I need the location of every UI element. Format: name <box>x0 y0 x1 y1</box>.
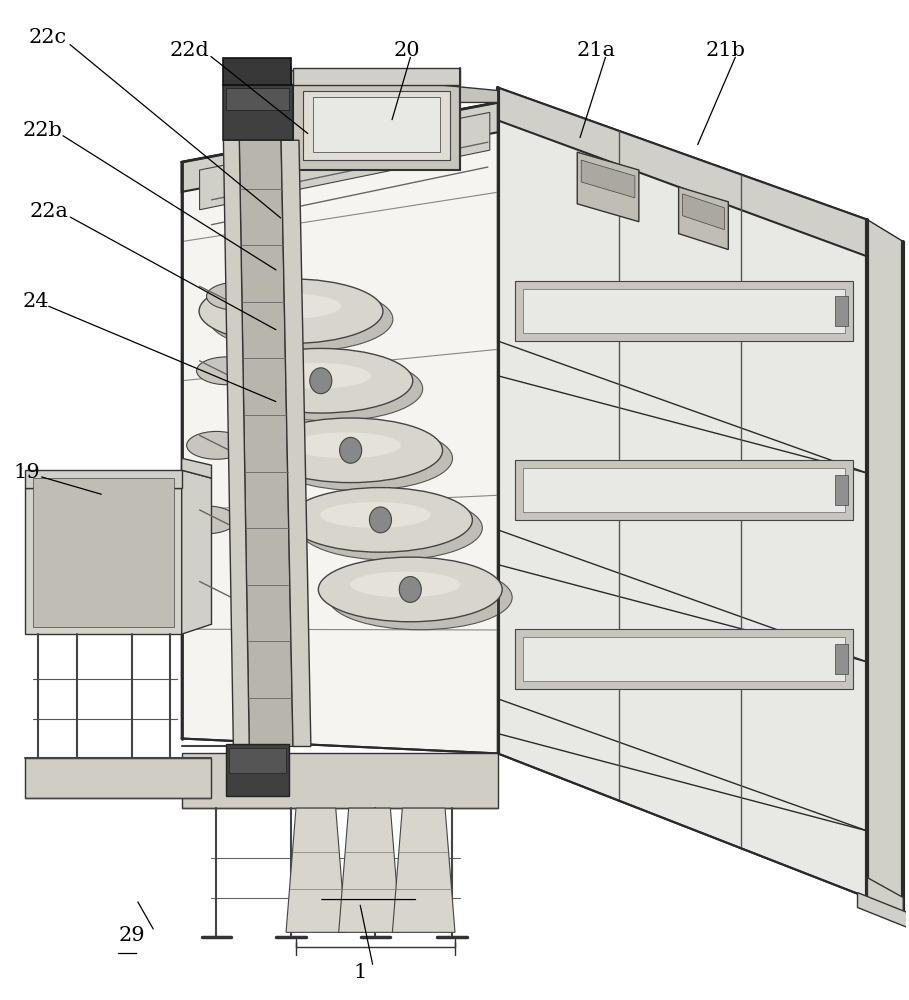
Ellipse shape <box>261 363 371 389</box>
Ellipse shape <box>350 572 461 597</box>
Ellipse shape <box>259 418 443 483</box>
Polygon shape <box>25 758 212 798</box>
Polygon shape <box>224 58 291 85</box>
Polygon shape <box>834 475 847 505</box>
Text: 22b: 22b <box>23 121 63 140</box>
Polygon shape <box>514 629 853 689</box>
Ellipse shape <box>340 437 362 463</box>
Text: 1: 1 <box>354 963 366 982</box>
Polygon shape <box>339 808 400 932</box>
Ellipse shape <box>280 298 302 324</box>
Polygon shape <box>867 878 904 917</box>
Polygon shape <box>291 71 498 102</box>
Polygon shape <box>867 220 904 917</box>
Ellipse shape <box>310 368 332 394</box>
Text: 22d: 22d <box>170 41 210 60</box>
Text: 21a: 21a <box>576 41 615 60</box>
Polygon shape <box>313 97 440 152</box>
Polygon shape <box>182 102 498 753</box>
Polygon shape <box>679 187 728 250</box>
Polygon shape <box>393 808 455 932</box>
Polygon shape <box>523 289 844 333</box>
Polygon shape <box>834 296 847 326</box>
Polygon shape <box>523 468 844 512</box>
Text: 19: 19 <box>14 463 40 482</box>
Polygon shape <box>523 637 844 681</box>
Polygon shape <box>226 744 289 796</box>
Ellipse shape <box>231 293 341 319</box>
Ellipse shape <box>369 507 392 533</box>
Ellipse shape <box>199 279 383 343</box>
Polygon shape <box>293 85 460 170</box>
Polygon shape <box>498 88 867 898</box>
Ellipse shape <box>239 356 423 421</box>
Ellipse shape <box>269 426 453 491</box>
Polygon shape <box>286 808 345 932</box>
Polygon shape <box>683 194 724 230</box>
Ellipse shape <box>318 557 502 622</box>
Text: 20: 20 <box>393 41 420 60</box>
Polygon shape <box>514 460 853 520</box>
Ellipse shape <box>399 577 421 602</box>
Text: 24: 24 <box>23 292 49 311</box>
Ellipse shape <box>209 287 393 351</box>
Polygon shape <box>200 112 490 210</box>
Polygon shape <box>857 893 907 927</box>
Polygon shape <box>182 458 212 478</box>
Ellipse shape <box>320 502 431 528</box>
Polygon shape <box>224 140 249 746</box>
Ellipse shape <box>196 357 256 385</box>
Polygon shape <box>834 644 847 674</box>
Polygon shape <box>303 91 450 160</box>
Text: 22a: 22a <box>30 202 69 221</box>
Polygon shape <box>226 88 289 110</box>
Polygon shape <box>182 470 212 634</box>
Polygon shape <box>25 488 182 634</box>
Polygon shape <box>498 88 867 256</box>
Text: 29: 29 <box>118 926 145 945</box>
Polygon shape <box>293 68 460 85</box>
Polygon shape <box>239 140 293 746</box>
Polygon shape <box>224 85 293 140</box>
Ellipse shape <box>176 506 236 534</box>
Ellipse shape <box>206 282 266 310</box>
Ellipse shape <box>288 488 473 552</box>
Polygon shape <box>182 753 498 808</box>
Ellipse shape <box>186 431 246 459</box>
Polygon shape <box>577 152 639 222</box>
Ellipse shape <box>229 348 413 413</box>
Polygon shape <box>33 478 174 627</box>
Polygon shape <box>25 470 182 488</box>
Polygon shape <box>281 140 311 746</box>
Polygon shape <box>229 748 286 773</box>
Polygon shape <box>514 281 853 341</box>
Ellipse shape <box>328 565 512 630</box>
Ellipse shape <box>291 432 401 458</box>
Text: 21b: 21b <box>705 41 745 60</box>
Polygon shape <box>182 102 498 192</box>
Ellipse shape <box>298 496 483 560</box>
Polygon shape <box>581 160 634 198</box>
Text: 22c: 22c <box>28 28 66 47</box>
